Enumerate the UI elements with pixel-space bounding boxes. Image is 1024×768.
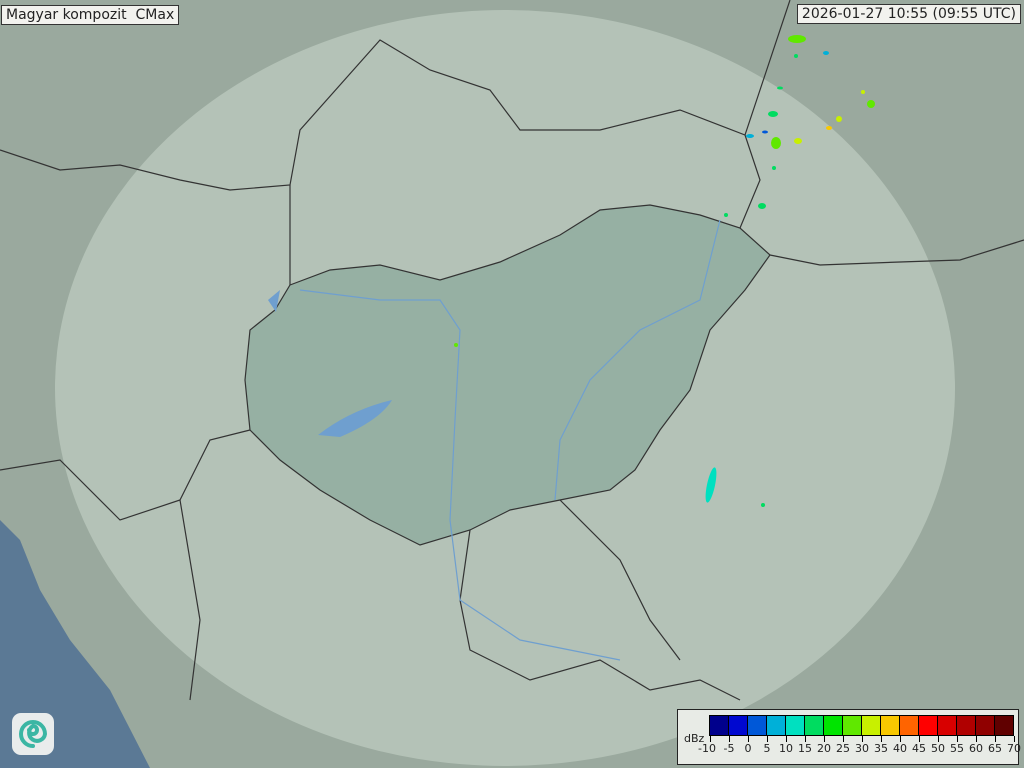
legend-tick [900, 736, 901, 742]
legend-tick-label: 55 [950, 742, 964, 755]
legend-tick [1014, 736, 1015, 742]
legend-tick-label: 35 [874, 742, 888, 755]
legend-tick-label: 30 [855, 742, 869, 755]
legend-tick-label: 60 [969, 742, 983, 755]
legend-color-cell [957, 716, 976, 735]
timestamp-label: 2026-01-27 10:55 (09:55 UTC) [796, 4, 1021, 24]
legend-tick [710, 736, 711, 742]
legend-color-cell [786, 716, 805, 735]
legend-tick [938, 736, 939, 742]
legend-tick-label: 40 [893, 742, 907, 755]
legend-color-cell [748, 716, 767, 735]
legend-tick-label: 65 [988, 742, 1002, 755]
legend-color-cell [919, 716, 938, 735]
legend-tick-label: 70 [1007, 742, 1021, 755]
hungary-region [245, 205, 770, 545]
legend-color-cell [729, 716, 748, 735]
legend-color-cell [976, 716, 995, 735]
legend-tick [748, 736, 749, 742]
legend-tick [919, 736, 920, 742]
legend-color-cell [900, 716, 919, 735]
legend-tick [862, 736, 863, 742]
lake-neusiedl [268, 290, 280, 312]
legend-color-cell [805, 716, 824, 735]
legend-tick [805, 736, 806, 742]
legend-tick [881, 736, 882, 742]
legend-tick-label: -5 [723, 742, 735, 755]
rivers [299, 219, 721, 661]
legend-tick-label: 20 [817, 742, 831, 755]
dbz-legend: dBz -10 -5 0 5 10 15 20 25 30 35 40 45 50 55 60 65 70 [677, 709, 1021, 765]
legend-color-bar [709, 715, 1014, 736]
legend-tick [843, 736, 844, 742]
legend-color-cell [862, 716, 881, 735]
adriatic-sea [0, 520, 150, 768]
legend-tick-label: 25 [836, 742, 850, 755]
legend-unit: dBz [684, 732, 705, 745]
map-title: Magyar kompozit CMax [1, 5, 180, 25]
legend-tick [729, 736, 730, 742]
legend-tick [767, 736, 768, 742]
legend-tick-label: 15 [798, 742, 812, 755]
legend-color-cell [995, 716, 1013, 735]
legend-color-cell [938, 716, 957, 735]
legend-color-cell [881, 716, 900, 735]
legend-color-cell [824, 716, 843, 735]
legend-tick [824, 736, 825, 742]
legend-tick [976, 736, 977, 742]
legend-color-cell [767, 716, 786, 735]
lake-balaton [318, 400, 392, 437]
legend-tick-label: 5 [763, 742, 771, 755]
legend-tick-label: 50 [931, 742, 945, 755]
legend-tick-label: 0 [744, 742, 752, 755]
legend-tick [786, 736, 787, 742]
swirl-logo-icon [12, 713, 54, 755]
legend-tick-label: 10 [779, 742, 793, 755]
legend-color-cell [710, 716, 729, 735]
legend-tick [995, 736, 996, 742]
legend-color-cell [843, 716, 862, 735]
legend-tick [957, 736, 958, 742]
legend-tick-label: -10 [698, 742, 716, 755]
country-borders [0, 0, 1024, 701]
legend-tick-label: 45 [912, 742, 926, 755]
radar-echoes [454, 35, 875, 507]
